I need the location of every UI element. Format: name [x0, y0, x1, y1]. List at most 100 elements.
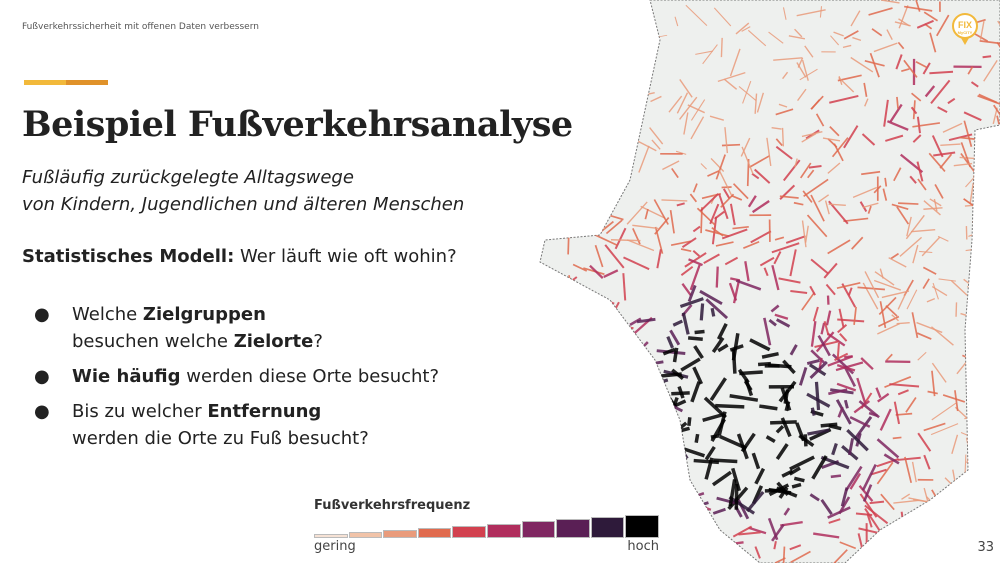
street-segment — [979, 273, 999, 296]
street-segment — [751, 452, 761, 470]
street-segment — [738, 531, 761, 536]
street-segment — [810, 407, 816, 416]
street-segment — [683, 112, 689, 135]
street-segment — [897, 389, 909, 396]
street-segment — [692, 366, 704, 385]
street-segment — [648, 21, 656, 39]
street-segment — [820, 322, 826, 335]
street-segment — [979, 442, 1000, 461]
street-segment — [873, 279, 901, 291]
street-segment — [608, 181, 618, 186]
street-segment — [754, 168, 771, 184]
street-segment — [939, 153, 953, 169]
street-segment — [672, 347, 679, 363]
street-segment — [967, 66, 974, 75]
street-segment — [864, 504, 889, 525]
street-segment — [916, 116, 921, 134]
street-segment — [635, 424, 656, 446]
street-segment — [773, 541, 777, 550]
street-segment — [871, 28, 883, 37]
street-segment — [881, 290, 910, 299]
street-segment — [576, 378, 580, 393]
street-segment — [723, 78, 738, 90]
street-segment — [838, 308, 845, 328]
street-segment — [771, 126, 782, 130]
street-segment — [745, 490, 765, 513]
street-segment — [689, 193, 698, 203]
street-segment — [607, 195, 617, 199]
bullet-emphasis: Entfernung — [207, 401, 322, 422]
street-segment — [971, 221, 998, 228]
street-segment — [923, 422, 946, 432]
slide-subtitle: Fußläufig zurückgelegte Alltagswege von … — [22, 164, 464, 218]
bullet-icon: ● — [34, 304, 50, 325]
street-segment — [981, 384, 991, 405]
street-segment — [797, 88, 807, 102]
street-segment — [729, 48, 741, 77]
street-segment — [885, 134, 904, 142]
street-segment — [652, 444, 657, 468]
street-segment — [586, 60, 599, 79]
street-segment — [669, 479, 676, 490]
street-segment — [789, 455, 815, 471]
street-segment — [903, 279, 914, 297]
street-segment — [662, 347, 676, 356]
street-segment — [967, 374, 983, 385]
street-segment — [864, 60, 885, 67]
street-segment — [676, 92, 689, 114]
street-segment — [931, 501, 943, 517]
street-segment — [605, 219, 623, 235]
street-segment — [684, 529, 698, 536]
street-segment — [828, 388, 848, 396]
street-segment — [931, 402, 957, 421]
street-segment — [808, 165, 822, 169]
street-segment — [831, 353, 855, 375]
street-segment — [991, 188, 994, 200]
street-segment — [732, 183, 749, 200]
street-segment — [579, 146, 588, 173]
street-segment — [814, 381, 821, 411]
street-segment — [897, 41, 905, 50]
street-segment — [558, 217, 567, 222]
street-segment — [933, 151, 956, 157]
street-segment — [583, 54, 598, 78]
street-segment — [987, 210, 992, 222]
street-segment — [743, 240, 760, 249]
street-segment — [810, 258, 829, 275]
street-segment — [928, 152, 946, 173]
street-segment — [904, 456, 913, 484]
street-segment — [946, 535, 954, 544]
street-segment — [699, 289, 723, 306]
bullet-text: werden diese Orte besucht? — [180, 366, 440, 387]
street-segment — [775, 108, 794, 116]
street-segment — [703, 253, 720, 264]
street-segment — [747, 29, 767, 47]
fix-my-city-logo: FIX MyCITY — [952, 13, 978, 45]
street-segment — [587, 408, 594, 429]
street-segment — [774, 236, 785, 241]
street-segment — [921, 236, 941, 257]
street-segment — [809, 285, 816, 296]
street-segment — [975, 492, 983, 505]
street-segment — [794, 28, 803, 38]
street-segment — [953, 162, 973, 167]
street-segment — [789, 249, 797, 277]
street-segment — [960, 153, 975, 173]
street-segment — [942, 512, 954, 522]
street-segment — [690, 99, 706, 121]
street-segment — [563, 188, 584, 209]
street-segment — [724, 256, 739, 266]
street-segment — [589, 356, 614, 369]
street-segment — [775, 425, 785, 434]
street-segment — [598, 552, 616, 563]
street-segment — [965, 348, 987, 353]
street-segment — [670, 240, 692, 247]
street-segment — [807, 428, 830, 436]
street-segment — [996, 115, 1000, 125]
street-segment — [801, 291, 816, 311]
street-segment — [898, 5, 909, 29]
street-segment — [576, 307, 595, 312]
street-segment — [838, 76, 855, 93]
street-segment — [886, 120, 909, 131]
street-segment — [558, 362, 586, 375]
